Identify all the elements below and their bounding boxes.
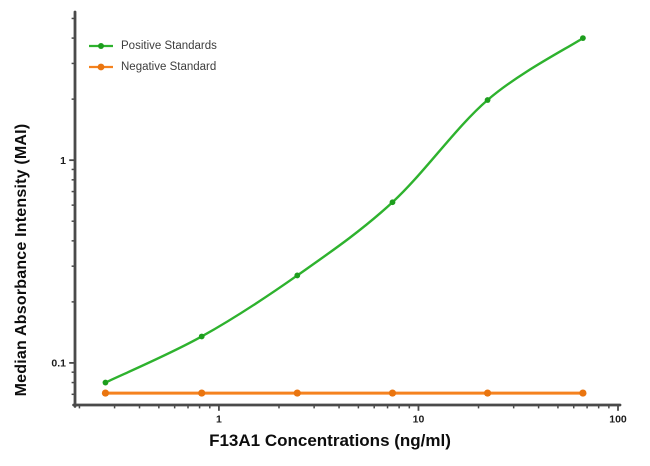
positive-standards-point — [198, 333, 205, 340]
x-tick-label: 1 — [216, 414, 222, 426]
negative-standard-key-icon — [89, 63, 113, 71]
positive-standards-point — [294, 272, 301, 279]
legend-item-positive-standards: Positive Standards — [88, 40, 217, 52]
positive-standards-key-icon — [89, 43, 113, 49]
negative-standard-point — [198, 389, 206, 397]
x-tick-label: 100 — [609, 414, 627, 426]
positive-standards-line — [104, 36, 585, 384]
legend-label-negative-standard: Negative Standard — [121, 61, 217, 73]
negative-standard-point — [101, 389, 110, 397]
negative-standard-point — [293, 389, 301, 397]
y-tick-label: 0.1 — [51, 358, 66, 370]
x-axis-title: F13A1 Concentrations (ng/ml) — [209, 431, 451, 450]
positive-standards-point — [484, 97, 491, 103]
x-tick-label: 10 — [413, 414, 425, 426]
y-axis-title: Median Absorbance Intensity (MAI) — [13, 123, 30, 397]
positive-standards-point — [102, 379, 109, 386]
positive-standards-point — [580, 35, 586, 42]
negative-standard-point — [579, 389, 587, 397]
legend-label-positive-standards: Positive Standards — [121, 40, 217, 52]
positive-standards-point — [389, 199, 396, 206]
negative-standard-point — [388, 389, 397, 397]
negative-standard-point — [483, 389, 492, 397]
legend: Positive Standards Negative Standard — [88, 40, 217, 73]
y-tick-label: 1 — [60, 155, 66, 167]
legend-item-negative-standard: Negative Standard — [88, 61, 217, 73]
